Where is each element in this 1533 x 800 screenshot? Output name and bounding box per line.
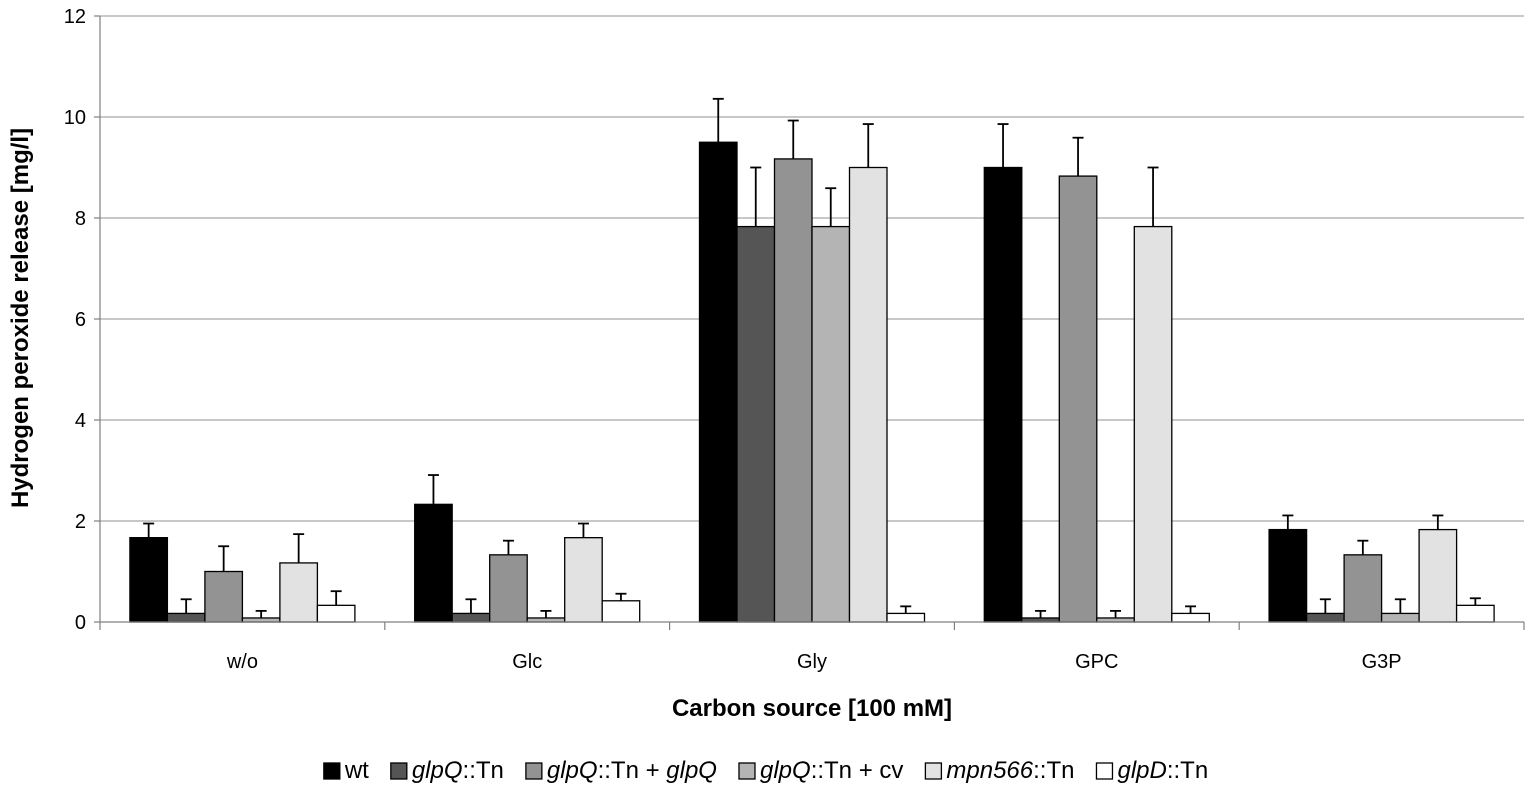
legend-label: wt xyxy=(344,757,369,784)
x-tick-label: GPC xyxy=(1075,651,1118,673)
y-tick-label: 12 xyxy=(64,6,86,28)
bar xyxy=(451,612,491,623)
bar xyxy=(811,225,851,623)
bar xyxy=(1380,612,1420,623)
bar xyxy=(1418,528,1458,623)
legend-label: glpQ::Tn + cv xyxy=(760,757,903,784)
legend-item: glpQ::Tn xyxy=(390,757,504,784)
bar xyxy=(601,600,641,623)
bar xyxy=(316,604,356,623)
legend-label: glpQ::Tn + glpQ xyxy=(547,757,717,784)
bar xyxy=(564,537,603,623)
y-tick-label: 2 xyxy=(75,511,86,533)
bar xyxy=(698,141,738,623)
bar xyxy=(1455,604,1495,623)
bar xyxy=(983,166,1023,623)
y-tick-label: 6 xyxy=(75,309,86,331)
y-tick-label: 4 xyxy=(75,410,86,432)
y-tick-label: 8 xyxy=(75,208,86,230)
legend-item: glpD::Tn xyxy=(1095,757,1208,784)
legend-label: mpn566::Tn xyxy=(946,757,1074,784)
legend-swatch xyxy=(525,762,543,780)
bar xyxy=(1096,617,1135,623)
bar xyxy=(1021,617,1060,623)
legend-swatch xyxy=(924,762,943,780)
legend-item: glpQ::Tn + glpQ xyxy=(525,757,717,784)
bar xyxy=(241,617,281,623)
bar xyxy=(848,166,888,623)
bar xyxy=(1268,528,1308,623)
y-tick-label: 10 xyxy=(64,107,86,129)
bar xyxy=(166,612,206,623)
bar xyxy=(129,537,169,623)
legend-label: glpQ::Tn xyxy=(412,757,504,784)
legend-item: wt xyxy=(323,757,369,784)
bar xyxy=(204,570,244,623)
x-tick-label: Glc xyxy=(512,651,542,673)
bar xyxy=(414,503,453,623)
legend-swatch xyxy=(1095,762,1114,780)
bar xyxy=(736,225,776,623)
bar xyxy=(773,158,813,623)
bar xyxy=(526,617,566,623)
legend: wt glpQ::Tn glpQ::Tn + glpQ glpQ::Tn + cv mp… xyxy=(323,757,1208,784)
legend-swatch xyxy=(390,762,408,780)
legend-swatch xyxy=(738,762,756,780)
legend-item: glpQ::Tn + cv xyxy=(738,757,903,784)
bar xyxy=(1058,175,1098,623)
x-axis-title: Carbon source [100 mM] xyxy=(672,695,952,722)
bar xyxy=(1171,612,1210,623)
bar xyxy=(1133,225,1173,623)
bar xyxy=(279,562,319,623)
y-axis-title: Hydrogen peroxide release [mg/l] xyxy=(7,128,34,508)
bar xyxy=(1305,612,1345,623)
legend-label: glpD::Tn xyxy=(1117,757,1208,784)
bars xyxy=(129,97,1495,623)
x-tick-label: w/o xyxy=(226,651,258,673)
y-tick-label: 0 xyxy=(75,612,86,634)
axes: 0 2 4 6 8 10 12 w/o Glc Gly GPC G3P xyxy=(64,6,1525,673)
legend-swatch xyxy=(323,762,341,780)
bar xyxy=(489,554,528,623)
bar xyxy=(886,612,926,623)
x-tick-label: G3P xyxy=(1362,651,1402,673)
bar xyxy=(1343,554,1383,623)
legend-item: mpn566::Tn xyxy=(924,757,1074,784)
x-tick-label: Gly xyxy=(797,651,827,673)
